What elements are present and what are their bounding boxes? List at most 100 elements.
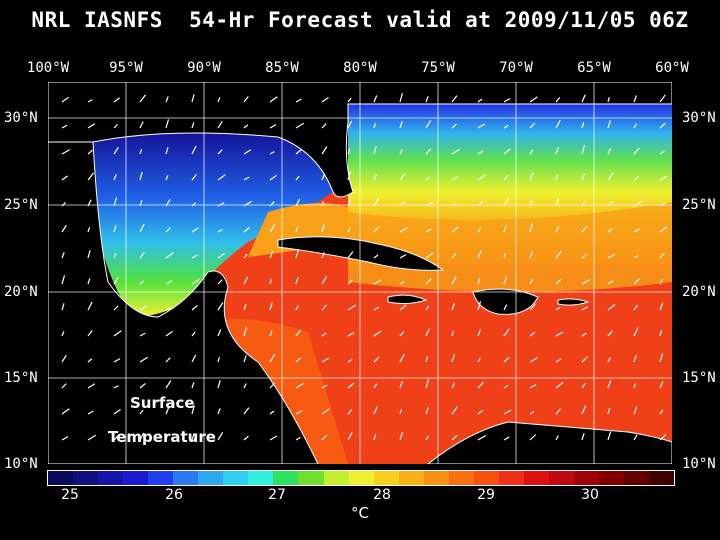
wind-arrow [503,384,509,389]
wind-arrow [295,410,303,415]
wind-arrow [87,227,91,233]
wind-arrow [243,435,249,441]
wind-arrow [503,148,511,155]
wind-arrow [425,228,432,233]
wind-arrow [529,279,534,285]
wind-arrow [347,148,351,155]
wind-arrow [607,200,614,207]
wind-arrow [243,200,253,207]
wind-arrow [295,149,302,155]
wind-arrow [451,202,457,207]
wind-arrow [503,124,509,129]
wind-arrow [87,434,97,441]
wind-arrow [451,434,458,441]
wind-arrow [61,252,65,259]
wind-arrow [581,253,588,259]
wind-arrow [243,304,247,311]
surface-label: Surface [130,394,195,412]
wind-arrow [659,279,663,285]
wind-arrow [87,149,93,155]
lon-label: 60°W [655,60,689,76]
lat-label-right: 10°N [682,456,716,472]
wind-arrow [61,175,69,181]
wind-arrow [321,173,326,181]
wind-arrow [425,176,431,181]
wind-arrow [165,96,169,103]
wind-arrow [347,279,353,285]
wind-arrow [451,354,455,363]
wind-arrow [321,357,330,363]
wind-arrow [581,356,589,363]
wind-arrow [165,175,169,181]
wind-arrow [165,147,169,155]
colorbar-tick: 27 [268,487,286,503]
wind-arrow [165,357,171,363]
wind-arrow [555,119,561,129]
wind-arrow [477,250,482,259]
wind-arrow [191,174,197,181]
wind-arrow [321,146,328,155]
wind-arrow [295,357,301,363]
wind-arrow [243,276,249,285]
wind-arrow [295,175,300,181]
wind-arrow [373,254,379,259]
wind-arrow [87,123,96,129]
colorbar-tick: 29 [477,487,495,503]
wind-arrow [87,172,94,181]
wind-arrow [113,174,117,181]
colorbar-swatch [448,471,474,485]
wind-arrow [425,201,434,207]
wind-arrow [607,280,614,285]
wind-arrow [139,432,145,441]
wind-arrow [295,277,299,285]
colorbar-swatch [323,471,349,485]
temperature-label: Temperature [108,428,216,446]
wind-arrow [217,380,221,389]
wind-arrow [633,304,638,311]
wind-arrow [555,331,564,337]
wind-arrow [321,332,327,337]
lat-label-left: 15°N [4,370,38,386]
wind-arrow [555,408,562,415]
wind-arrow [191,145,197,155]
wind-arrow [555,278,562,285]
wind-arrow [633,383,636,389]
wind-arrow [529,172,534,181]
wind-arrow [347,251,354,259]
wind-arrow [503,175,509,181]
wind-arrow [607,97,610,103]
wind-arrow [425,252,434,259]
wind-arrow [503,276,507,285]
wind-arrow [321,434,328,441]
wind-arrow [61,383,67,389]
wind-arrow [399,353,405,363]
wind-arrow [477,278,481,285]
wind-arrow [113,146,119,155]
wind-arrow [529,223,534,233]
wind-arrow [373,123,376,129]
wind-arrow [217,174,226,181]
wind-arrow [581,225,588,233]
wind-arrow [451,253,457,259]
wind-arrow [477,227,482,233]
wind-arrow [451,176,459,181]
wind-arrow [373,279,382,285]
wind-arrow [373,95,378,103]
wind-arrow [61,303,65,311]
wind-arrow [607,431,612,441]
wind-arrow [139,356,149,363]
wind-arrow [373,330,382,337]
wind-arrow [269,435,278,441]
wind-arrow [321,252,325,259]
wind-arrow [269,201,275,207]
wind-arrow [139,200,143,207]
wind-arrow [659,353,664,363]
wind-arrow [191,305,198,311]
wind-arrow [659,226,668,233]
wind-arrow [659,175,668,181]
temperature-colorbar [47,470,675,486]
wind-arrow [165,380,172,389]
sst-map: Surface Temperature [47,81,673,465]
wind-arrow [451,275,457,285]
wind-arrow [269,279,272,285]
